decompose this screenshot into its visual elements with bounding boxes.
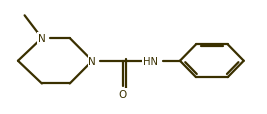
Text: HN: HN (143, 56, 158, 66)
Text: N: N (38, 34, 46, 44)
Text: O: O (119, 89, 127, 99)
Text: N: N (88, 56, 96, 66)
